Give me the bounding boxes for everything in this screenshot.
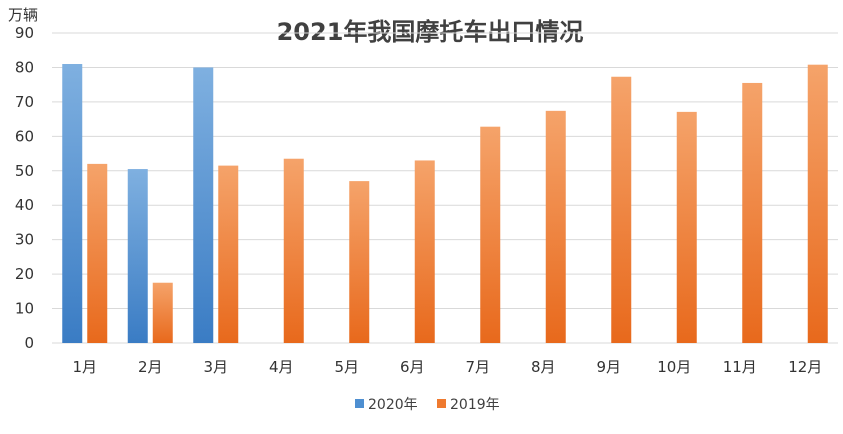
x-tick-label: 12月 xyxy=(788,358,822,376)
x-tick-label: 5月 xyxy=(334,358,359,376)
bar-series-b-3 xyxy=(218,165,239,343)
chart-title: 2021年我国摩托车出口情况 xyxy=(277,18,584,46)
y-tick-label: 80 xyxy=(15,58,34,76)
bar-series-a-3 xyxy=(193,67,214,343)
y-tick-label: 30 xyxy=(15,231,34,249)
bar-series-b-10 xyxy=(676,111,697,343)
x-tick-label: 10月 xyxy=(657,358,691,376)
x-tick-label: 11月 xyxy=(723,358,757,376)
bar-series-b-9 xyxy=(611,76,632,343)
x-tick-label: 1月 xyxy=(72,358,97,376)
bar-series-a-1 xyxy=(62,64,83,343)
y-axis-ticks: 0 10 20 30 40 50 60 70 80 90 xyxy=(15,24,34,352)
y-tick-label: 40 xyxy=(15,196,34,214)
x-tick-label: 6月 xyxy=(400,358,425,376)
y-tick-label: 60 xyxy=(15,127,34,145)
y-tick-label: 20 xyxy=(15,265,34,283)
legend-swatch xyxy=(355,399,364,408)
y-tick-label: 90 xyxy=(15,24,34,42)
bar-series-b-4 xyxy=(283,158,304,343)
x-tick-label: 2月 xyxy=(138,358,163,376)
gridlines xyxy=(52,32,838,344)
x-axis-ticks: 1月 2月 3月 4月 5月 6月 7月 8月 9月 10月 11月 12月 xyxy=(72,358,822,376)
legend-label: 2020年 xyxy=(368,397,418,413)
x-tick-label: 7月 xyxy=(465,358,490,376)
y-axis-unit-label: 万辆 xyxy=(8,6,38,24)
x-tick-label: 9月 xyxy=(596,358,621,376)
legend: 2020年 2019年 xyxy=(355,397,500,413)
y-tick-label: 50 xyxy=(15,162,34,180)
y-tick-label: 10 xyxy=(15,300,34,318)
x-tick-label: 8月 xyxy=(531,358,556,376)
bar-series-b-11 xyxy=(742,82,763,343)
x-tick-label: 4月 xyxy=(269,358,294,376)
legend-swatch xyxy=(437,399,446,408)
bars xyxy=(62,64,828,343)
bar-series-b-1 xyxy=(87,163,108,343)
legend-label: 2019年 xyxy=(450,397,500,413)
bar-series-b-8 xyxy=(545,110,566,343)
bar-series-b-6 xyxy=(414,160,435,343)
bar-series-b-2 xyxy=(152,282,173,343)
bar-series-b-5 xyxy=(349,181,370,343)
bar-series-b-7 xyxy=(480,126,501,343)
y-tick-label: 0 xyxy=(24,334,34,352)
x-tick-label: 3月 xyxy=(203,358,228,376)
bar-series-b-12 xyxy=(807,64,828,343)
y-tick-label: 70 xyxy=(15,93,34,111)
bar-series-a-2 xyxy=(127,169,148,343)
